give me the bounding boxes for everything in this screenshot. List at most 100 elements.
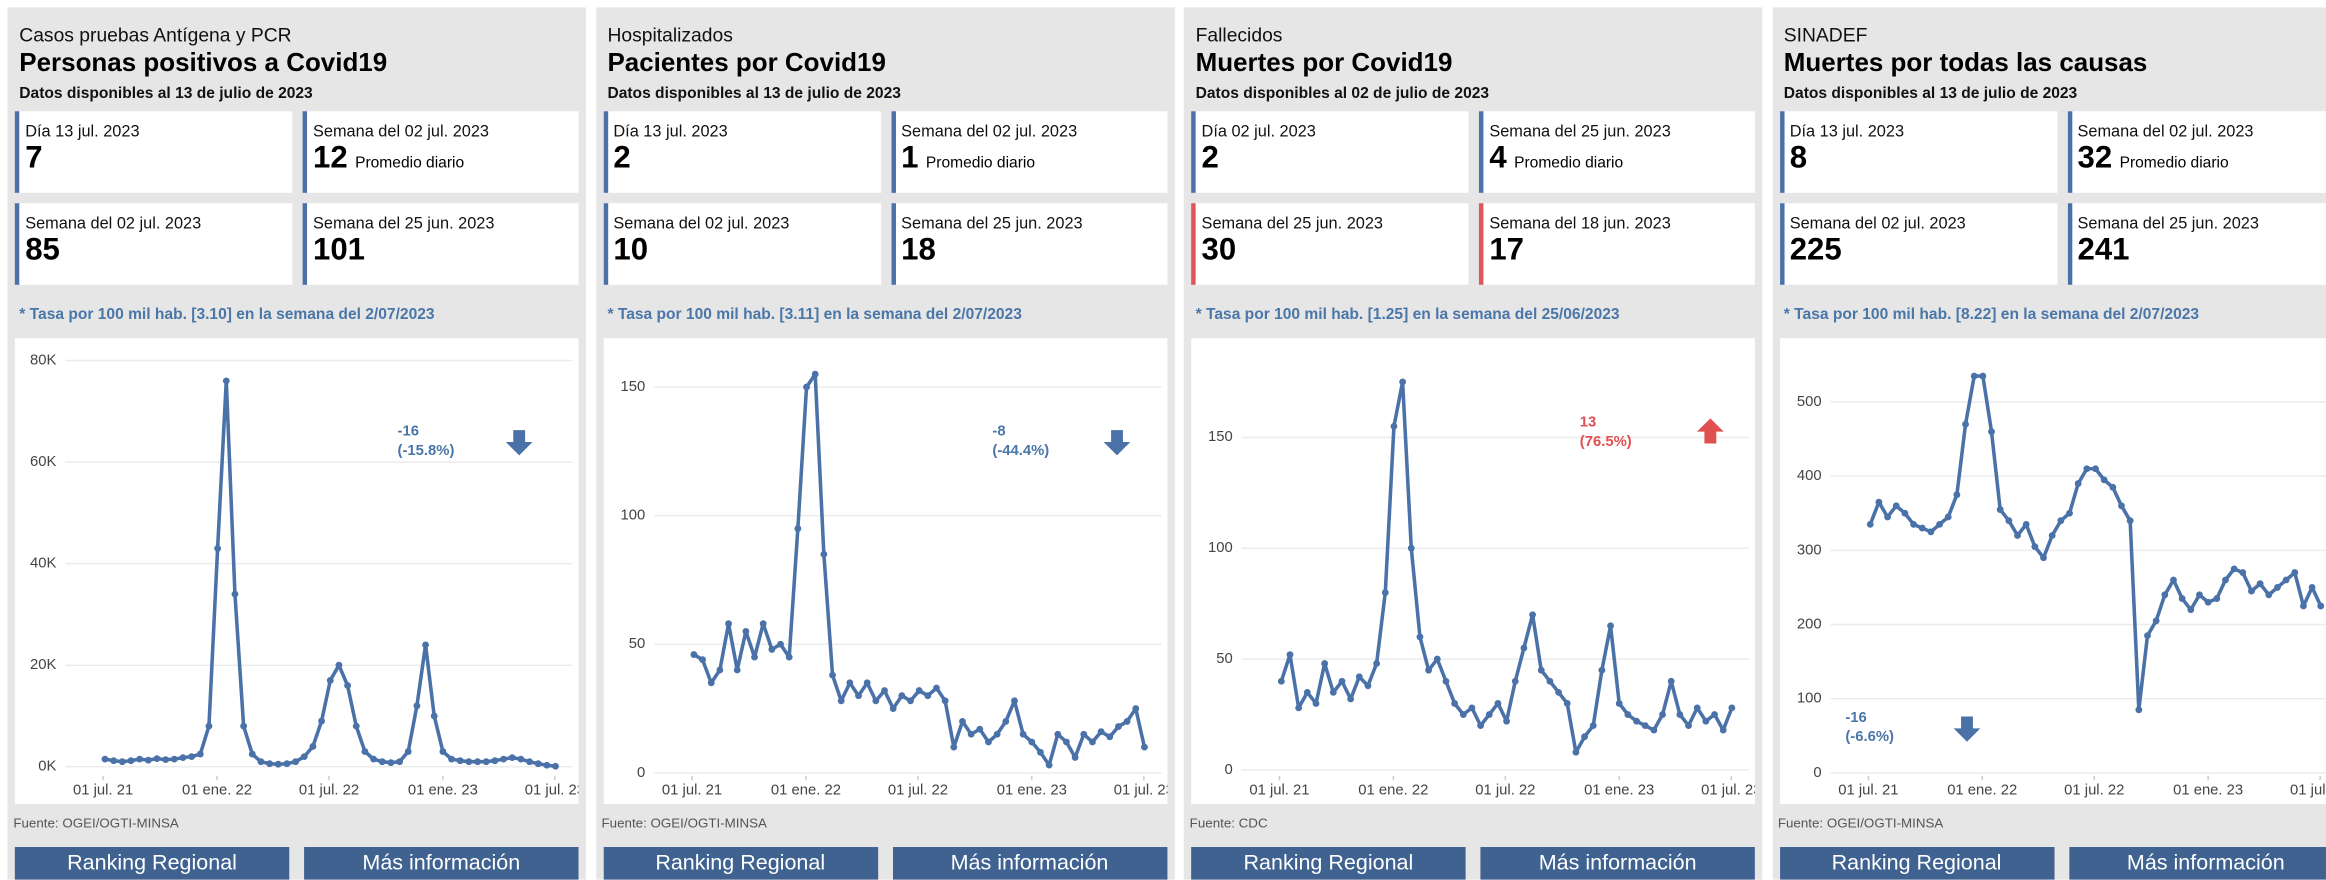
data-point — [370, 755, 377, 763]
data-point — [118, 758, 126, 766]
data-point — [1442, 677, 1450, 685]
data-point — [1978, 372, 1986, 380]
source-note: Fuente: OGEI/OGTI-MINSA — [601, 815, 767, 831]
data-point — [1563, 700, 1571, 707]
data-date: Datos disponibles al 13 de julio de 2023 — [607, 84, 901, 103]
data-point — [179, 754, 187, 762]
data-point — [1918, 524, 1925, 532]
data-point — [326, 677, 334, 684]
panel: SINADEF Muertes por todas las causas Datos… — [1771, 7, 2326, 880]
nav-button[interactable]: Más información — [304, 847, 579, 880]
data-point — [1105, 733, 1113, 741]
nav-button[interactable]: Ranking Regional — [1191, 847, 1466, 880]
data-point — [992, 730, 1000, 738]
change-annotation: -16 — [1845, 710, 1866, 726]
data-point — [378, 758, 386, 766]
data-point — [1347, 695, 1355, 703]
stat-label: Semana del 25 jun. 2023 — [312, 215, 495, 233]
data-point — [1866, 520, 1873, 528]
data-point — [196, 750, 204, 758]
stat-label: Semana del 02 jul. 2023 — [312, 123, 490, 141]
data-point — [1961, 420, 1969, 428]
change-annotation: (76.5%) — [1580, 434, 1632, 450]
stat-value-row: 18 — [901, 234, 1167, 265]
panel-title: Personas positivos a Covid19 — [19, 47, 388, 78]
nav-button[interactable]: Ranking Regional — [1779, 847, 2054, 880]
nav-button[interactable]: Más información — [1480, 847, 1755, 880]
data-point — [1468, 704, 1476, 712]
data-point — [1615, 700, 1623, 707]
data-point — [1926, 528, 1934, 536]
nav-button[interactable]: Más información — [2068, 847, 2326, 880]
data-point — [205, 722, 213, 730]
stat-value: 1 — [901, 140, 919, 176]
data-point — [2030, 543, 2038, 551]
y-tick-label: 300 — [1796, 542, 1821, 558]
nav-button[interactable]: Ranking Regional — [603, 847, 878, 880]
data-point — [1131, 705, 1139, 712]
data-point — [1485, 711, 1493, 718]
x-tick-label: 01 ene. 22 — [1358, 783, 1428, 799]
y-tick-label: 150 — [620, 379, 645, 395]
data-point — [793, 525, 801, 532]
data-point — [1719, 726, 1727, 734]
panel-title: Muertes por Covid19 — [1195, 47, 1453, 78]
data-point — [231, 590, 239, 598]
stat-value-row: 4 Promedio diario — [1489, 142, 1755, 173]
data-point — [837, 697, 844, 705]
data-point — [2290, 569, 2298, 577]
data-point — [552, 762, 559, 770]
stat-card: Semana del 02 jul. 2023 85 — [14, 203, 293, 285]
x-tick-label: 01 jul. 23 — [525, 783, 579, 799]
stat-value-row: 7 — [25, 142, 292, 173]
y-tick-label: 60K — [30, 454, 56, 470]
data-point — [1667, 677, 1675, 685]
data-point — [966, 730, 974, 738]
data-point — [1970, 372, 1977, 380]
stat-value-row: 241 — [2078, 234, 2326, 265]
data-point — [1355, 673, 1363, 681]
data-point — [1010, 697, 1018, 705]
y-tick-label: 40K — [30, 556, 56, 572]
y-tick-label: 80K — [30, 352, 56, 368]
rate-note: * Tasa por 100 mil hab. [1.25] en la sem… — [1195, 305, 1620, 324]
stat-value: 241 — [2077, 232, 2130, 268]
data-point — [785, 653, 792, 661]
nav-button[interactable]: Ranking Regional — [14, 847, 290, 880]
data-point — [1494, 700, 1502, 707]
data-point — [2151, 617, 2159, 625]
data-point — [1572, 748, 1580, 756]
data-point — [1364, 682, 1372, 690]
stat-value: 85 — [25, 232, 60, 268]
y-tick-label: 500 — [1796, 394, 1821, 410]
data-point — [1598, 666, 1606, 674]
data-point — [1329, 688, 1337, 696]
data-point — [482, 758, 490, 766]
data-point — [1425, 666, 1433, 674]
data-point — [1676, 711, 1684, 718]
data-point — [439, 748, 447, 755]
data-point — [396, 758, 403, 766]
data-point — [1503, 717, 1511, 725]
data-point — [1459, 711, 1467, 718]
data-point — [474, 758, 481, 766]
data-point — [897, 692, 905, 700]
data-point — [517, 755, 525, 763]
stat-value-row: 8 — [1790, 142, 2057, 173]
data-point — [1711, 711, 1718, 718]
data-point — [2203, 598, 2211, 606]
data-date: Datos disponibles al 02 de julio de 2023 — [1195, 84, 1490, 103]
y-tick-label: 400 — [1796, 468, 1821, 484]
data-point — [1633, 717, 1640, 725]
data-point — [274, 760, 282, 768]
y-tick-label: 100 — [1796, 691, 1821, 707]
stat-card: Semana del 18 jun. 2023 17 — [1478, 203, 1755, 285]
data-point — [162, 756, 170, 764]
nav-button[interactable]: Más información — [892, 847, 1167, 880]
data-date: Datos disponibles al 13 de julio de 2023 — [19, 84, 313, 103]
data-point — [1001, 718, 1009, 725]
data-point — [923, 692, 931, 700]
data-point — [1407, 544, 1415, 552]
stat-value: 4 — [1489, 140, 1507, 176]
data-point — [2039, 554, 2047, 562]
